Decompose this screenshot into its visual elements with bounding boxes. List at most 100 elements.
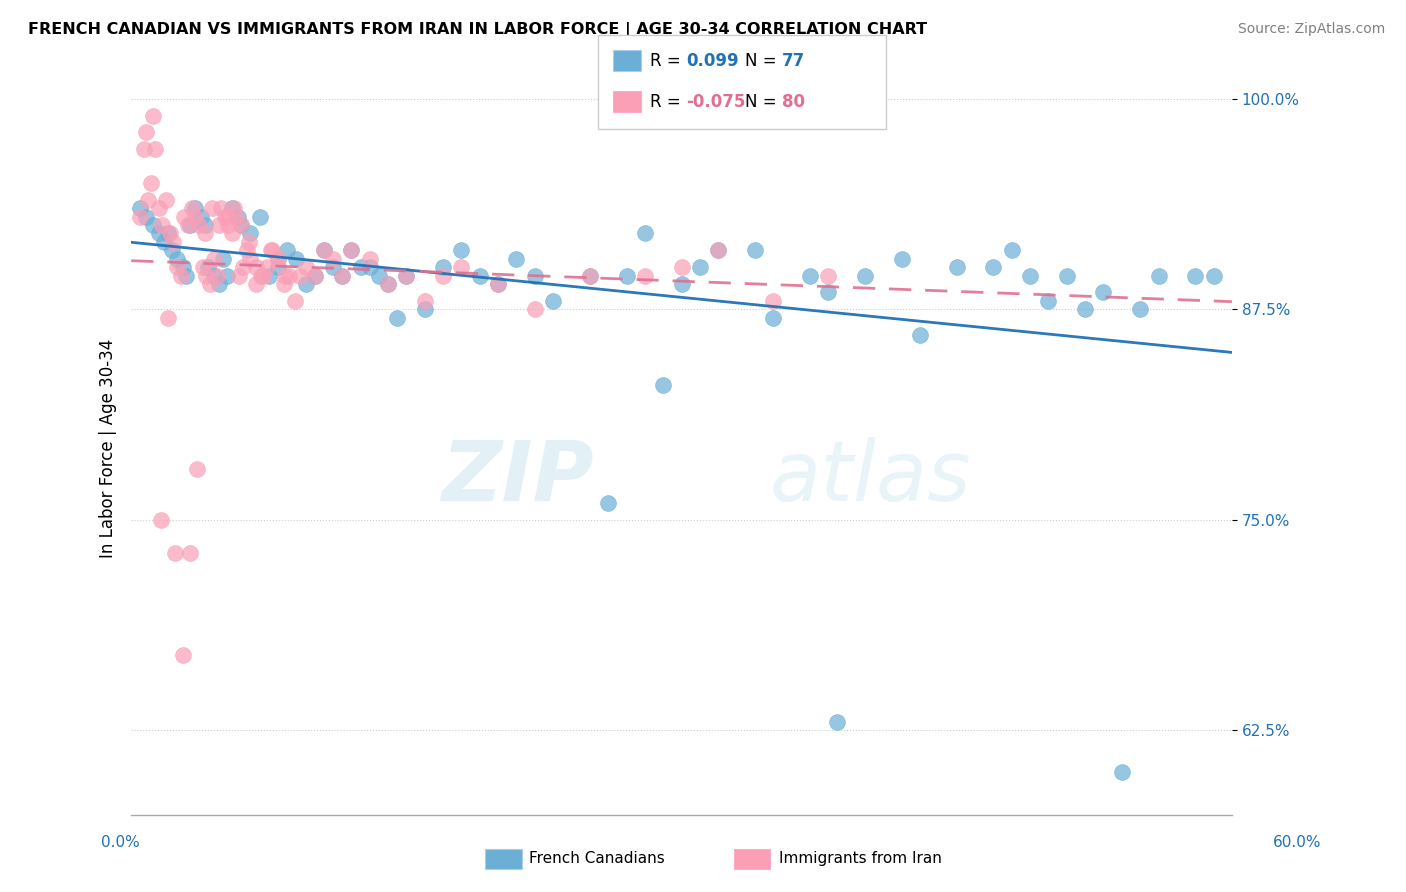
Text: 77: 77: [782, 52, 806, 70]
Point: [890, 252, 912, 266]
Point: [579, 268, 602, 283]
Point: [983, 260, 1005, 275]
Point: [231, 218, 253, 232]
Point: [616, 268, 638, 283]
Point: [208, 277, 231, 291]
Point: [217, 218, 239, 232]
Point: [285, 252, 308, 266]
Point: [288, 268, 311, 283]
Point: [304, 268, 326, 283]
Point: [215, 268, 238, 283]
Point: [395, 268, 418, 283]
Point: [262, 244, 284, 258]
Text: atlas: atlas: [769, 437, 972, 518]
Point: [226, 210, 249, 224]
Point: [817, 285, 839, 300]
Point: [225, 210, 247, 224]
Point: [468, 268, 491, 283]
Point: [221, 201, 243, 215]
Point: [505, 252, 527, 266]
Point: [1019, 268, 1042, 283]
Point: [232, 260, 254, 275]
Point: [186, 462, 208, 476]
Point: [142, 109, 165, 123]
Point: [1184, 268, 1206, 283]
Point: [762, 293, 785, 308]
Point: [260, 244, 283, 258]
Text: -0.075: -0.075: [686, 93, 745, 111]
Point: [634, 227, 657, 241]
Point: [273, 277, 295, 291]
Point: [191, 260, 214, 275]
Point: [179, 218, 201, 232]
Point: [377, 277, 399, 291]
Point: [129, 201, 152, 215]
Point: [413, 293, 436, 308]
Point: [231, 218, 253, 232]
Point: [1111, 765, 1133, 780]
Point: [209, 201, 232, 215]
Point: [172, 260, 194, 275]
Point: [179, 547, 201, 561]
Point: [523, 302, 546, 317]
Point: [340, 244, 363, 258]
Point: [304, 268, 326, 283]
Point: [159, 227, 181, 241]
Point: [166, 260, 188, 275]
Point: [166, 252, 188, 266]
Point: [359, 252, 381, 266]
Point: [174, 268, 197, 283]
Text: ZIP: ZIP: [441, 437, 593, 518]
Point: [322, 260, 344, 275]
Point: [162, 235, 184, 249]
Point: [156, 310, 179, 325]
Point: [239, 252, 262, 266]
Text: 60.0%: 60.0%: [1274, 835, 1322, 849]
Point: [198, 277, 221, 291]
Point: [184, 210, 207, 224]
Point: [135, 125, 157, 139]
Point: [541, 293, 564, 308]
Point: [155, 193, 177, 207]
Point: [180, 201, 202, 215]
Point: [207, 268, 229, 283]
Text: N =: N =: [745, 52, 782, 70]
Point: [908, 327, 931, 342]
Point: [1092, 285, 1115, 300]
Point: [136, 193, 159, 207]
Point: [707, 244, 730, 258]
Point: [1074, 302, 1097, 317]
Point: [194, 218, 217, 232]
Point: [228, 268, 250, 283]
Point: [256, 260, 278, 275]
Point: [1056, 268, 1078, 283]
Point: [432, 268, 454, 283]
Point: [238, 235, 260, 249]
Point: [598, 496, 620, 510]
Point: [236, 244, 259, 258]
Point: [153, 235, 176, 249]
Point: [652, 378, 675, 392]
Text: Source: ZipAtlas.com: Source: ZipAtlas.com: [1237, 22, 1385, 37]
Point: [349, 260, 371, 275]
Point: [222, 201, 245, 215]
Point: [274, 268, 297, 283]
Text: R =: R =: [650, 52, 686, 70]
Point: [156, 227, 179, 241]
Point: [252, 268, 274, 283]
Point: [173, 210, 195, 224]
Point: [283, 293, 305, 308]
Text: R =: R =: [650, 93, 686, 111]
Point: [184, 201, 207, 215]
Point: [330, 268, 353, 283]
Point: [707, 244, 730, 258]
Point: [172, 648, 194, 662]
Point: [276, 244, 298, 258]
Point: [267, 252, 290, 266]
Point: [671, 260, 693, 275]
Point: [1001, 244, 1024, 258]
Point: [165, 547, 187, 561]
Point: [1147, 268, 1170, 283]
Point: [359, 260, 381, 275]
Point: [1202, 268, 1225, 283]
